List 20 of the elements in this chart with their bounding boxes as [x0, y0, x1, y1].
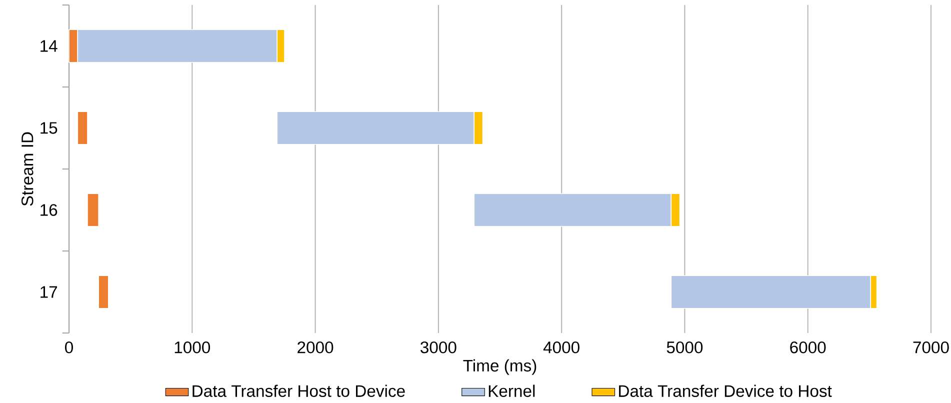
x-tick-label: 5000	[666, 341, 703, 354]
x-tick-label: 0	[65, 341, 73, 354]
x-tick-label: 2000	[298, 341, 334, 354]
x-tick-label: 3000	[420, 341, 456, 354]
y-tick-label: 16	[40, 204, 58, 216]
legend-label: Data Transfer Host to Device	[192, 384, 405, 397]
bar	[87, 193, 99, 227]
x-tick-label: 6000	[790, 341, 826, 354]
x-tick-label: 7000	[913, 341, 949, 354]
x-tick-label: 4000	[543, 341, 580, 354]
legend-label: Data Transfer Device to Host	[619, 384, 832, 397]
y-tick-label: 17	[40, 286, 58, 298]
legend-label: Kernel	[488, 384, 535, 397]
bar	[98, 275, 109, 309]
bar	[77, 111, 88, 145]
y-axis-title: Stream ID	[21, 132, 34, 206]
y-tick-label: 15	[40, 122, 58, 134]
x-tick-label: 1000	[174, 341, 210, 354]
y-tick-label: 14	[40, 40, 58, 52]
x-axis-title: Time (ms)	[463, 359, 536, 375]
